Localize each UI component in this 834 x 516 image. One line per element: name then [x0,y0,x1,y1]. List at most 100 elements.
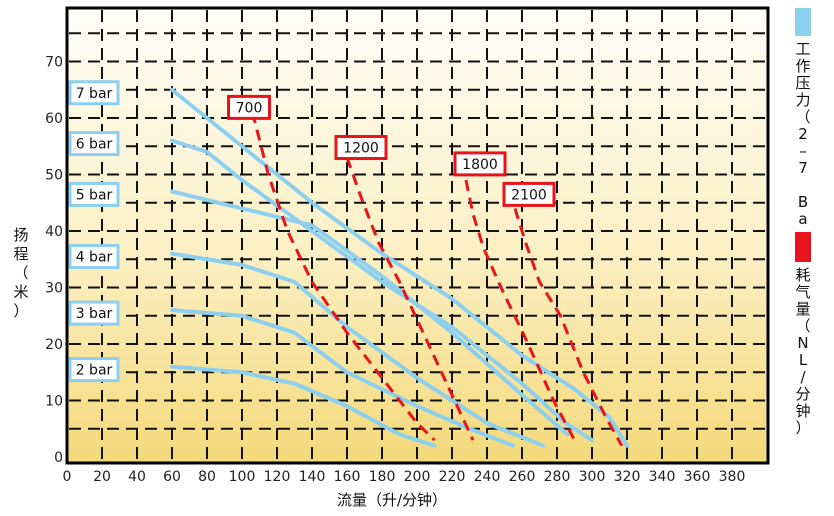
x-tick-label: 140 [299,469,326,485]
y-axis-label-char: 米 [13,283,28,301]
pressure-label-box [68,181,120,207]
legend-text-char: 钟 [795,402,810,420]
pressure-curve [170,364,437,448]
pressure-labels: 7 bar 6 bar 5 bar 4 bar 3 bar 2 bar [68,80,120,383]
y-tick-label: 20 [45,337,63,353]
pressure-label-box [68,357,120,383]
x-tick-label: 360 [684,469,711,485]
pressure-label: 6 bar [68,131,120,157]
legend-text-char: / [800,368,806,386]
air-curve [251,111,436,442]
x-axis-label: 流量（升/分钟） [337,491,447,509]
x-tick-label: 120 [264,469,291,485]
pressure-label-text: 2 bar [76,363,113,379]
x-tick-label: 20 [93,469,111,485]
x-tick-label: 0 [63,469,72,485]
y-axis-label-char: 扬 [13,226,28,244]
air-label: 1200 [334,135,388,161]
x-tick-label: 100 [229,469,256,485]
pressure-label-text: 5 bar [76,187,113,203]
pressure-curves [170,87,629,448]
air-label: 1800 [453,151,507,177]
legend-text-char: 气 [795,283,810,301]
x-tick-label: 300 [579,469,606,485]
air-label-text: 2100 [511,187,547,203]
air-curves [251,111,624,447]
pressure-label: 2 bar [68,357,120,383]
legend-swatch [795,232,811,262]
pressure-curve [170,189,570,437]
legend-text-char: L [799,351,808,369]
air-label-box [502,181,556,207]
pressure-label-box [68,244,120,270]
air-label-box [334,135,388,161]
y-axis-label-char: 程 [13,245,28,263]
pressure-curve [170,138,594,443]
air-label-text: 1200 [343,141,379,157]
x-tick-label: 40 [128,469,146,485]
x-tick-label: 280 [544,469,571,485]
legend-text-char: – [799,142,807,160]
air-label-box [453,151,507,177]
pressure-label-text: 6 bar [76,137,113,153]
y-axis-label-char: （ [13,264,28,282]
x-tick-label: 260 [509,469,536,485]
pressure-curve [170,87,629,448]
pressure-label-box [68,300,120,326]
air-label-text: 700 [236,100,263,116]
pressure-label: 3 bar [68,300,120,326]
legend-text-char: 量 [795,300,810,318]
legend-text-char: a [798,210,807,228]
legend-text-char: 耗 [795,266,810,284]
y-tick-label: 40 [45,224,63,240]
y-axis-label: 扬程（米） [13,226,28,320]
pressure-label: 7 bar [68,80,120,106]
pressure-curve [170,308,516,448]
x-tick-label: 200 [404,469,431,485]
legend-text-char: B [798,193,808,211]
legend-text-char: 压 [795,74,810,92]
pressure-curve [170,251,545,448]
y-tick-label: 60 [45,111,63,127]
y-tick-label: 50 [45,168,63,184]
x-tick-label: 380 [719,469,746,485]
x-tick-label: 180 [369,469,396,485]
x-axis-ticks: 0 20 40 60 80 100 120 140 160 180 200 220 240 260 280 3… [63,469,746,485]
pressure-label-text: 4 bar [76,250,113,266]
air-labels: 700 1200 1800 2100 [227,94,556,207]
plot-area [65,6,770,465]
pressure-label-box [68,80,120,106]
air-curve [345,157,475,441]
x-tick-label: 220 [439,469,466,485]
x-tick-label: 160 [334,469,361,485]
y-tick-label: 0 [54,450,63,466]
legend-text-char: 分 [795,385,810,403]
grid [69,10,766,461]
air-label-text: 1800 [462,157,498,173]
legend-text-char: 7 [798,159,808,177]
x-tick-label: 320 [614,469,641,485]
pressure-label-text: 7 bar [76,86,113,102]
air-curve [464,179,576,441]
pressure-label-text: 3 bar [76,306,113,322]
legend-text-char: 力 [795,91,810,109]
air-label: 700 [227,94,271,120]
y-axis-ticks: 0 10 20 30 40 50 60 70 [45,55,63,467]
x-tick-label: 80 [198,469,216,485]
x-tick-label: 240 [474,469,501,485]
legend-text-char: （ [795,108,810,126]
y-tick-label: 70 [45,55,63,71]
air-label: 2100 [502,181,556,207]
legend-swatch [795,8,811,36]
y-tick-label: 10 [45,394,63,410]
pressure-label-box [68,131,120,157]
legend-item: 耗气量（NL/分钟） [795,232,811,437]
legend-text-char: （ [795,317,810,335]
pressure-label: 4 bar [68,244,120,270]
legend-text-char: ） [795,419,810,437]
legend-text-char: N [797,334,808,352]
legend-text-char: 2 [798,125,808,143]
